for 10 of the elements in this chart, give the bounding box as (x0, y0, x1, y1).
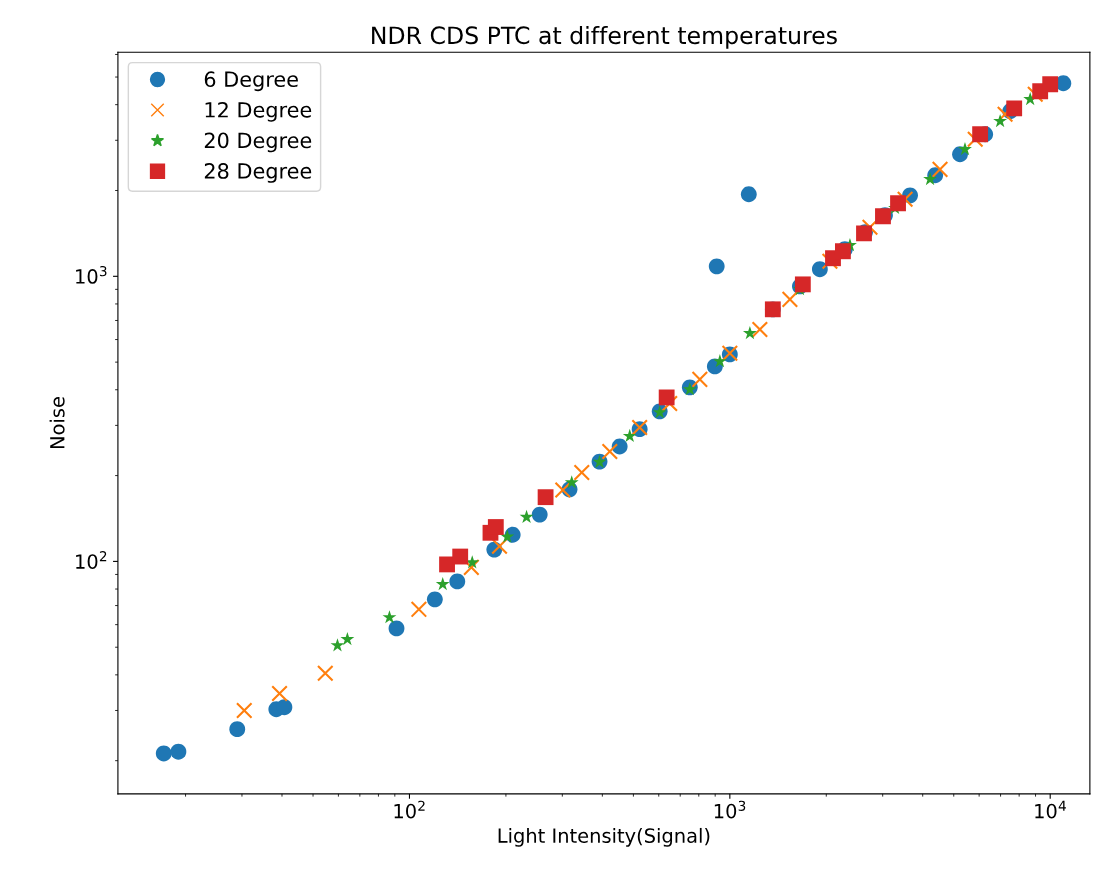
chart-title: NDR CDS PTC at different temperatures (372, 25, 837, 49)
x-tick-label: 10$^{2}$ (394, 800, 425, 819)
legend-label: 6 Degree (204, 71, 298, 92)
x-tick-label: 10$^{4}$ (1035, 800, 1066, 819)
x-tick-label: 10$^{3}$ (714, 800, 746, 819)
legend-label: 20 Degree (204, 132, 312, 153)
legend-label: 28 Degree (204, 163, 312, 183)
legend-label: 12 Degree (205, 101, 312, 122)
x-axis-title: Light Intensity(Signal) (498, 827, 710, 847)
y-axis-title: Noise (49, 397, 65, 449)
